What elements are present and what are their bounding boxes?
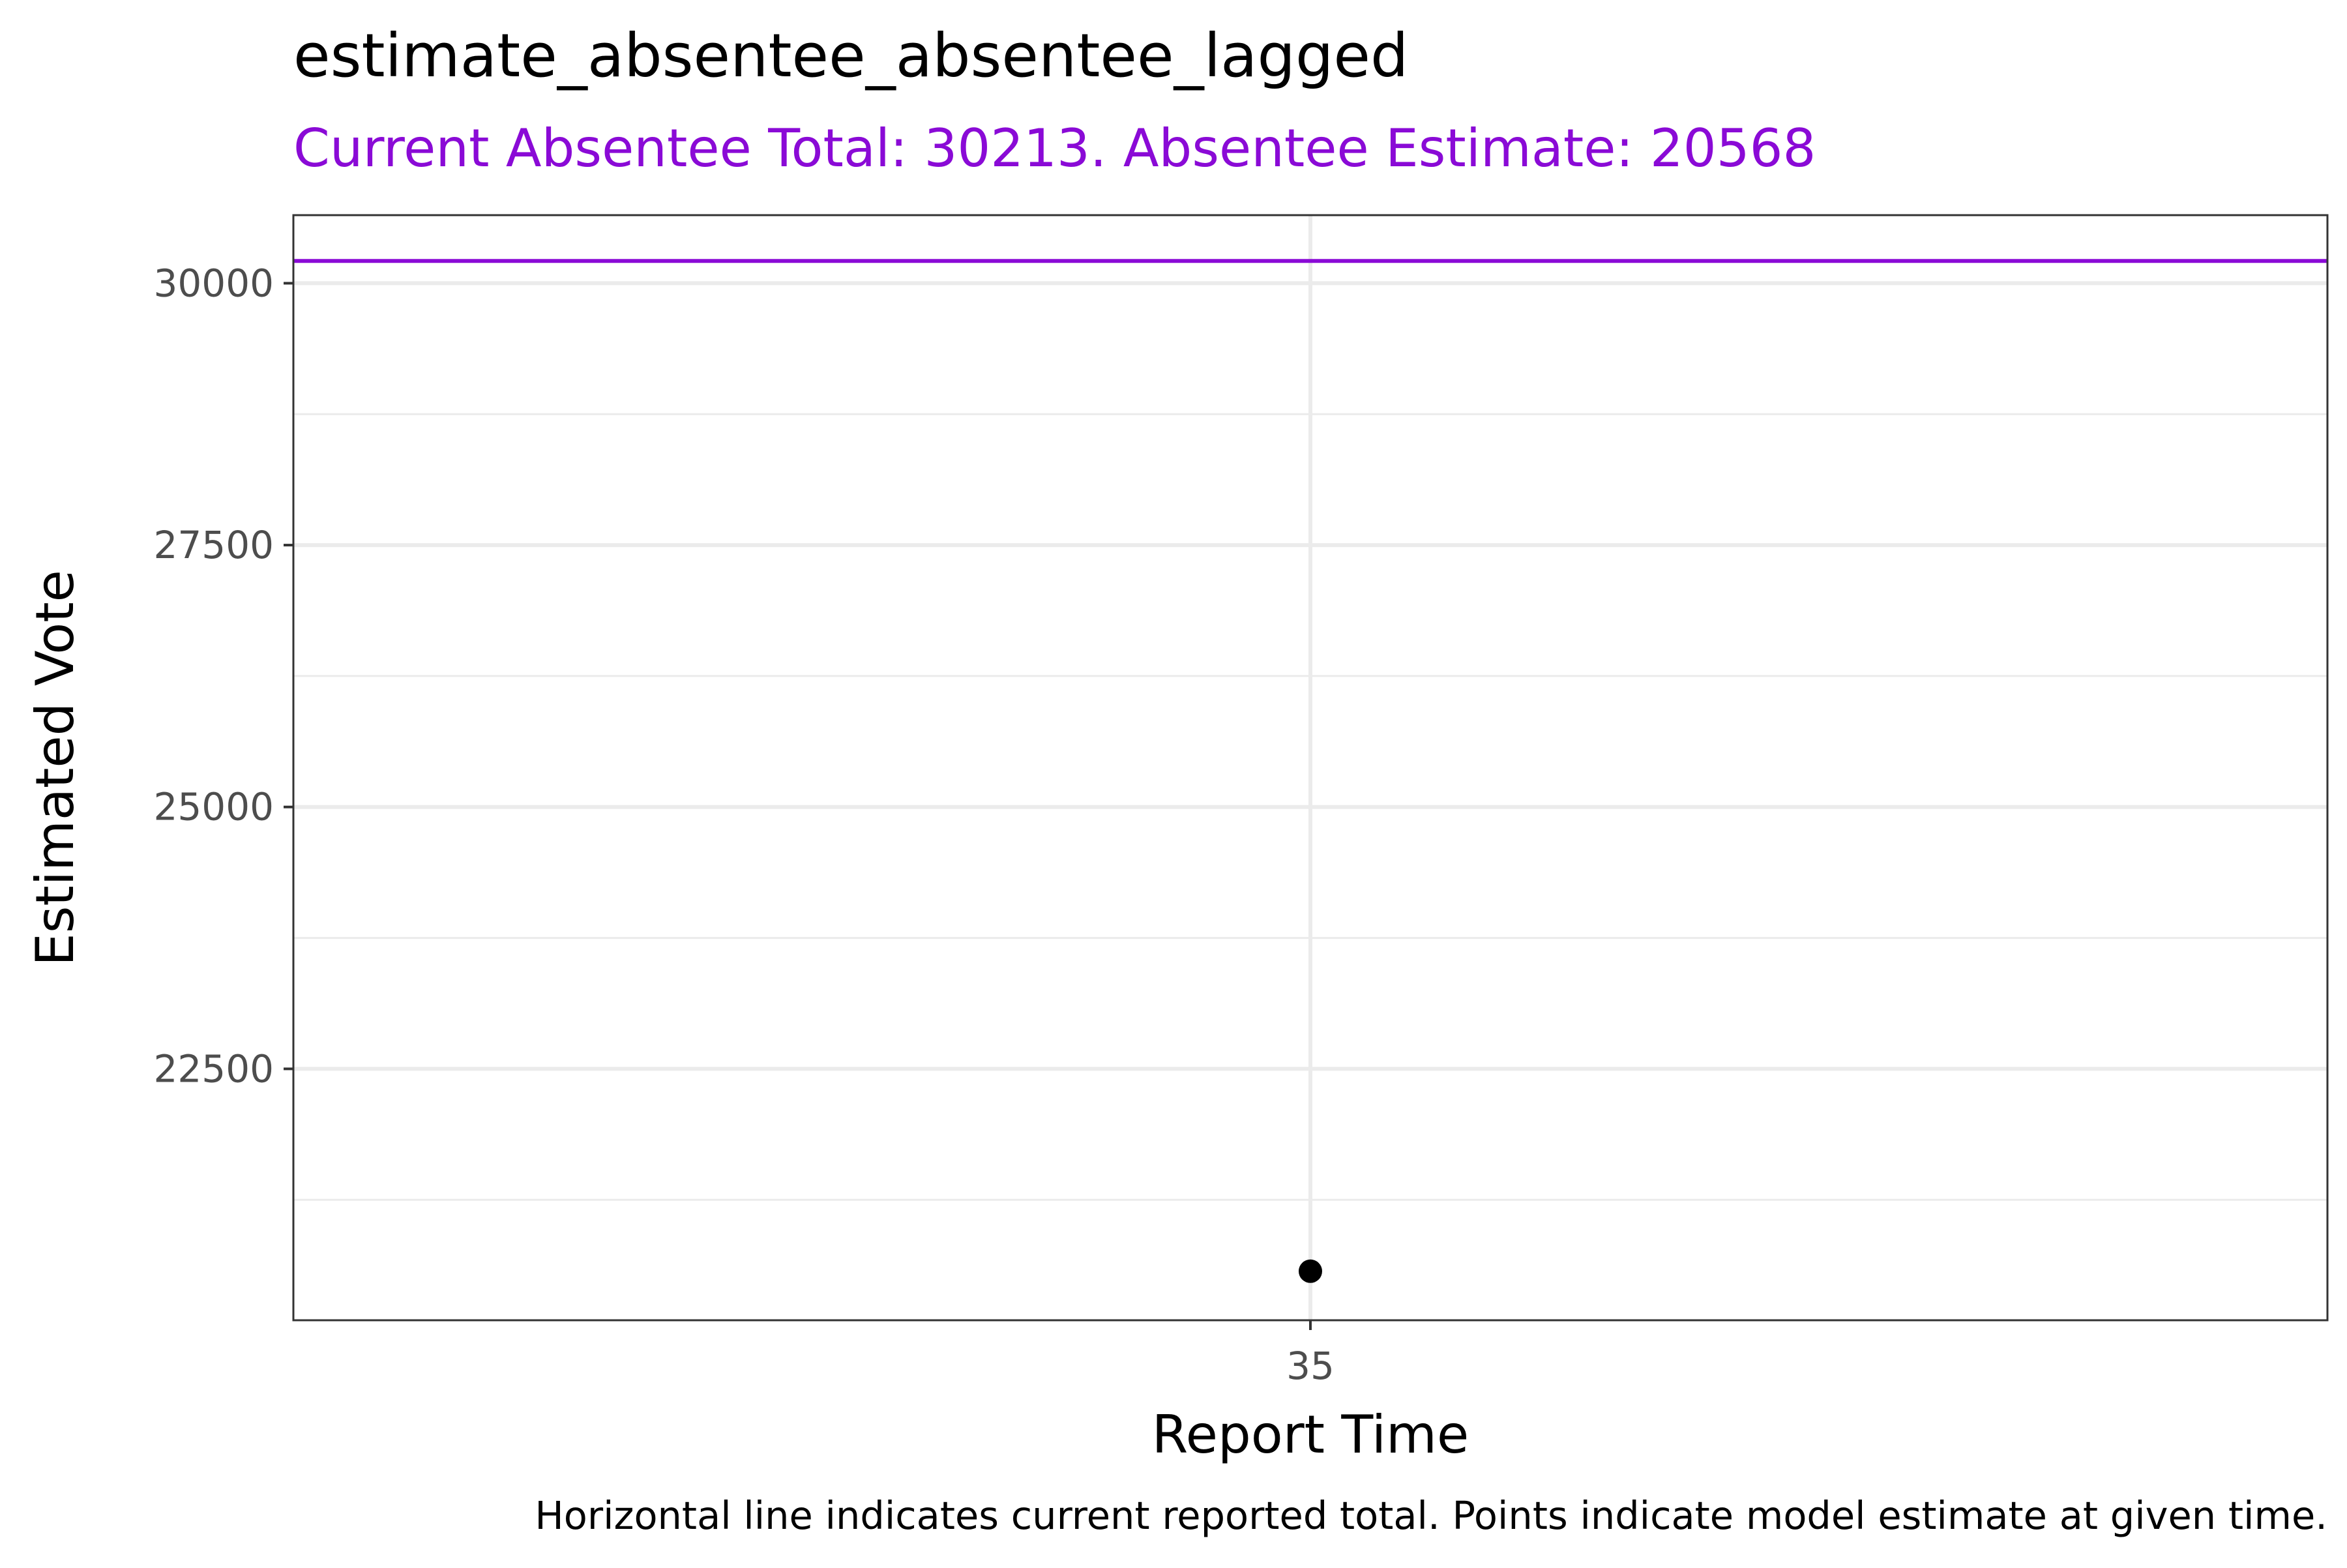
estimate-point — [1299, 1259, 1322, 1283]
chart-subtitle: Current Absentee Total: 30213. Absentee … — [293, 118, 1816, 179]
chart-caption: Horizontal line indicates current report… — [535, 1493, 2327, 1538]
y-axis: 22500 25000 27500 30000 — [153, 261, 293, 1091]
x-tick-label: 35 — [1286, 1344, 1335, 1388]
y-tick-label: 25000 — [153, 785, 274, 829]
x-axis-title: Report Time — [1152, 1404, 1469, 1465]
estimate-points — [1299, 1259, 1322, 1283]
y-tick-label: 22500 — [153, 1046, 274, 1091]
y-axis-title: Estimated Vote — [25, 570, 85, 966]
x-axis: 35 — [1286, 1320, 1335, 1388]
chart-title: estimate_absentee_absentee_lagged — [293, 21, 1408, 91]
y-tick-label: 30000 — [153, 261, 274, 305]
major-gridlines — [293, 215, 2327, 1320]
y-tick-label: 27500 — [153, 523, 274, 567]
plot-panel — [292, 214, 2329, 1322]
